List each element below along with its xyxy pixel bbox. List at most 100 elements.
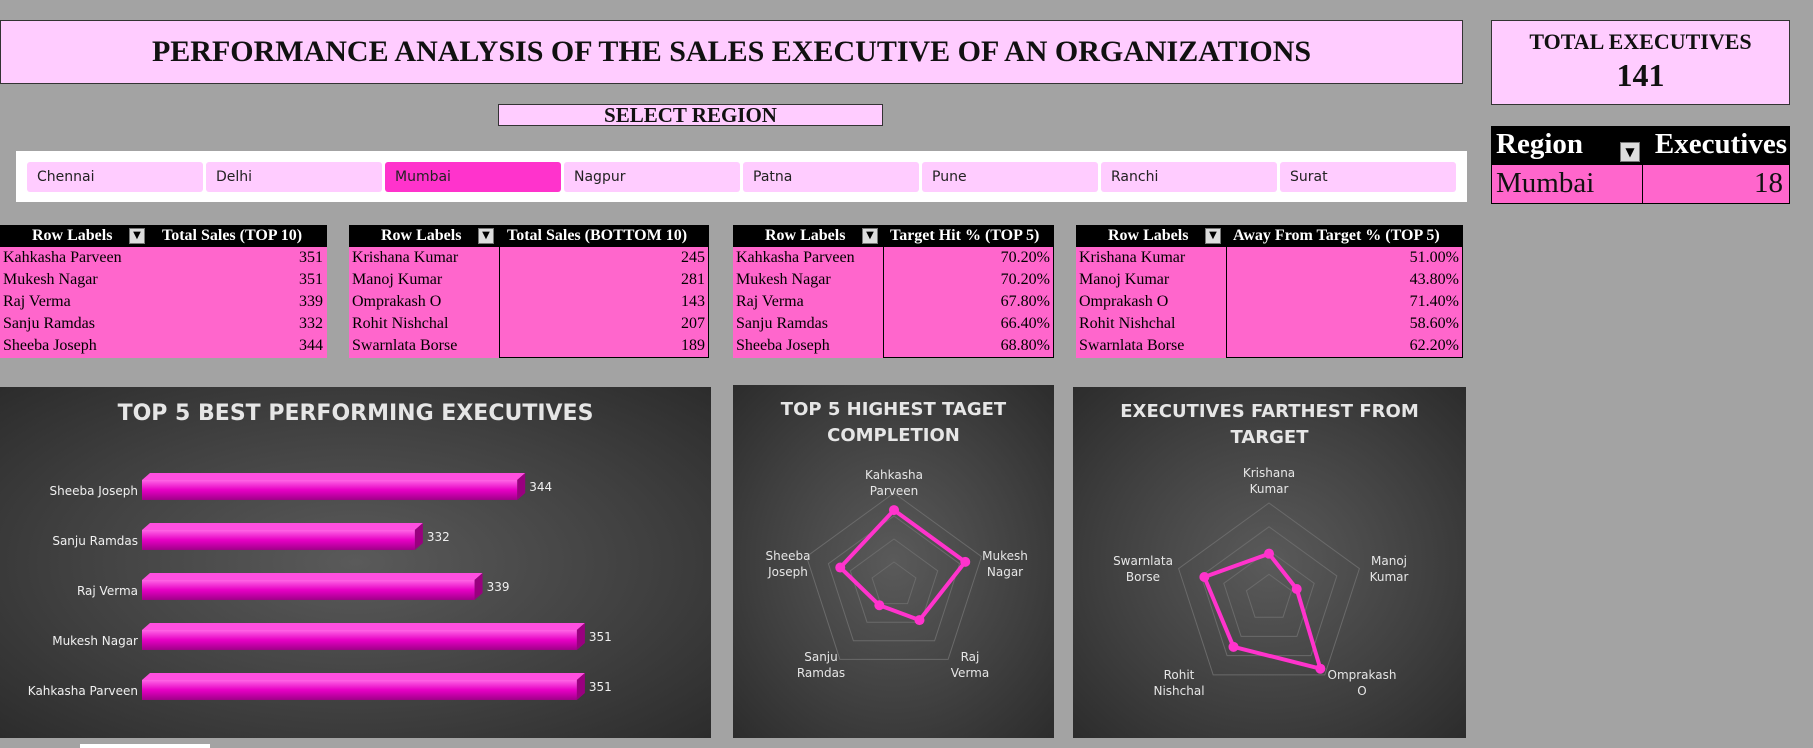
executives-count: 18: [1754, 167, 1783, 199]
slicer-item-ranchi[interactable]: Ranchi: [1101, 162, 1277, 192]
filter-icon[interactable]: ▼: [129, 228, 145, 244]
slicer-item-chennai[interactable]: Chennai: [27, 162, 203, 192]
category-label: Mukesh Nagar: [52, 634, 138, 648]
radar-axis-label: Swarnlata Borse: [1113, 554, 1173, 584]
bar-top: [142, 473, 526, 480]
data-label: 332: [427, 530, 450, 544]
region-value: Mumbai: [1496, 167, 1595, 199]
table-row: Krishana Kumar 51.00%: [1079, 249, 1459, 266]
table-row: Rohit Nishchal 58.60%: [1079, 315, 1459, 332]
table-row: Kahkasha Parveen 70.20%: [736, 249, 1050, 266]
radar-series-line: [1202, 551, 1323, 671]
bar: [142, 630, 577, 650]
radar-point: [1199, 571, 1210, 582]
radar-point: [1291, 583, 1302, 594]
region-table-row: Mumbai 18: [1491, 164, 1790, 204]
data-label: 344: [529, 480, 552, 494]
radar-point: [1264, 548, 1274, 559]
region-slicer: Chennai Delhi Mumbai Nagpur Patna Pune R…: [16, 151, 1467, 202]
filter-icon[interactable]: ▼: [478, 228, 494, 244]
radar-series-line: [838, 508, 968, 623]
table-row: Manoj Kumar 281: [352, 271, 705, 288]
chart-title: TOP 5 BEST PERFORMING EXECUTIVES: [117, 401, 594, 426]
bar: [142, 480, 518, 500]
category-label: Sheeba Joseph: [49, 484, 138, 498]
bar-chart-svg: Sheeba Joseph 344 Sanju Ramdas 332 Raj Verma…: [28, 473, 612, 700]
farthest-from-target-radar-chart: EXECUTIVES FARTHEST FROM TARGET Krishana K…: [1073, 387, 1466, 738]
region-filter-icon[interactable]: ▼: [1620, 142, 1640, 162]
row-labels-header: Row Labels: [32, 227, 113, 244]
select-region-label: SELECT REGION: [498, 104, 883, 126]
table-row: Krishana Kumar 245: [352, 249, 705, 266]
category-label: Kahkasha Parveen: [28, 684, 138, 698]
region-pivot-table: Region ▼ Executives Mumbai 18: [1491, 126, 1790, 204]
slicer-item-delhi[interactable]: Delhi: [206, 162, 382, 192]
radar-gridline: [849, 538, 939, 623]
row-labels-header: Row Labels: [1108, 227, 1189, 244]
table-row: Swarnlata Borse 62.20%: [1079, 337, 1459, 354]
chart-title: EXECUTIVES FARTHEST FROM TARGET: [1120, 401, 1419, 448]
table-row: Mukesh Nagar 351: [3, 271, 323, 288]
radar-gridline: [1223, 549, 1315, 637]
radar-axis-label: Kahkasha Parveen: [865, 468, 923, 498]
data-label: 339: [487, 580, 510, 594]
slicer-item-nagpur[interactable]: Nagpur: [564, 162, 740, 192]
value-header: Target Hit % (TOP 5): [890, 227, 1040, 244]
filter-icon[interactable]: ▼: [862, 228, 878, 244]
category-label: Sanju Ramdas: [52, 534, 138, 548]
pivot-bottom-sales: Row Labels ▼ Total Sales (BOTTOM 10) Kri…: [349, 225, 709, 358]
table-row: Raj Verma 67.80%: [736, 293, 1050, 310]
radar-axis-label: Krishana Kumar: [1243, 466, 1295, 496]
table-row: Raj Verma 339: [3, 293, 323, 310]
filter-icon[interactable]: ▼: [1205, 228, 1221, 244]
table-row: Sheeba Joseph 344: [3, 337, 323, 354]
total-executives-value: 141: [1616, 57, 1665, 93]
bar-side: [576, 623, 585, 650]
table-row: Omprakash O 71.40%: [1079, 293, 1459, 310]
bar: [142, 530, 415, 550]
bar-top: [142, 623, 585, 630]
pivot-header: Row Labels ▼ Total Sales (BOTTOM 10): [349, 225, 709, 247]
pivot-header: Row Labels ▼ Target Hit % (TOP 5): [733, 225, 1054, 247]
radar-gridline: [1178, 502, 1360, 676]
radar-axis-label: Sanju Ramdas: [797, 650, 845, 680]
radar-chart-svg: Krishana Kumar Manoj Kumar Omprakash O Rohit Ni…: [1113, 466, 1409, 698]
target-completion-radar-chart: TOP 5 HIGHEST TAGET COMPLETION Kahkasha Pa…: [733, 385, 1054, 738]
bar-side: [517, 473, 526, 500]
top5-bar-chart: TOP 5 BEST PERFORMING EXECUTIVES Sheeba …: [0, 387, 711, 738]
table-row: Sheeba Joseph 68.80%: [736, 337, 1050, 354]
slicer-item-pune[interactable]: Pune: [922, 162, 1098, 192]
bar: [142, 580, 475, 600]
radar-axis-label: Sheeba Joseph: [766, 549, 811, 579]
bar-top: [142, 573, 483, 580]
slicer-item-patna[interactable]: Patna: [743, 162, 919, 192]
pivot-top-sales: Row Labels ▼ Total Sales (TOP 10) Kahkas…: [0, 225, 327, 358]
radar-point: [874, 600, 885, 611]
radar-axis-label: Manoj Kumar: [1370, 554, 1409, 584]
radar-gridline: [1245, 573, 1293, 618]
slicer-item-mumbai[interactable]: Mumbai: [385, 162, 561, 192]
executives-column-header: Executives: [1654, 128, 1787, 160]
pivot-header: Row Labels ▼ Away From Target % (TOP 5): [1076, 225, 1463, 247]
row-labels-header: Row Labels: [381, 227, 462, 244]
radar-gridline: [871, 561, 917, 605]
pivot-header: Row Labels ▼ Total Sales (TOP 10): [0, 225, 327, 247]
region-table-header: Region ▼ Executives: [1491, 126, 1790, 164]
slicer-item-surat[interactable]: Surat: [1280, 162, 1456, 192]
bar-side: [576, 673, 585, 700]
radar-gridline: [805, 492, 983, 660]
bar-top: [142, 523, 423, 530]
radar-point: [889, 505, 899, 516]
table-row: Manoj Kumar 43.80%: [1079, 271, 1459, 288]
table-row: Rohit Nishchal 207: [352, 315, 705, 332]
radar-point: [1228, 641, 1239, 652]
radar-point: [914, 615, 925, 626]
chart-title: TOP 5 HIGHEST TAGET COMPLETION: [780, 399, 1007, 446]
radar-axis-label: Omprakash O: [1328, 668, 1397, 698]
table-row: Mukesh Nagar 70.20%: [736, 271, 1050, 288]
radar-axis-label: Mukesh Nagar: [982, 549, 1028, 579]
bar-side: [414, 523, 423, 550]
value-header: Total Sales (TOP 10): [162, 227, 303, 244]
radar-axis-label: Raj Verma: [951, 650, 989, 680]
table-row: Swarnlata Borse 189: [352, 337, 705, 354]
